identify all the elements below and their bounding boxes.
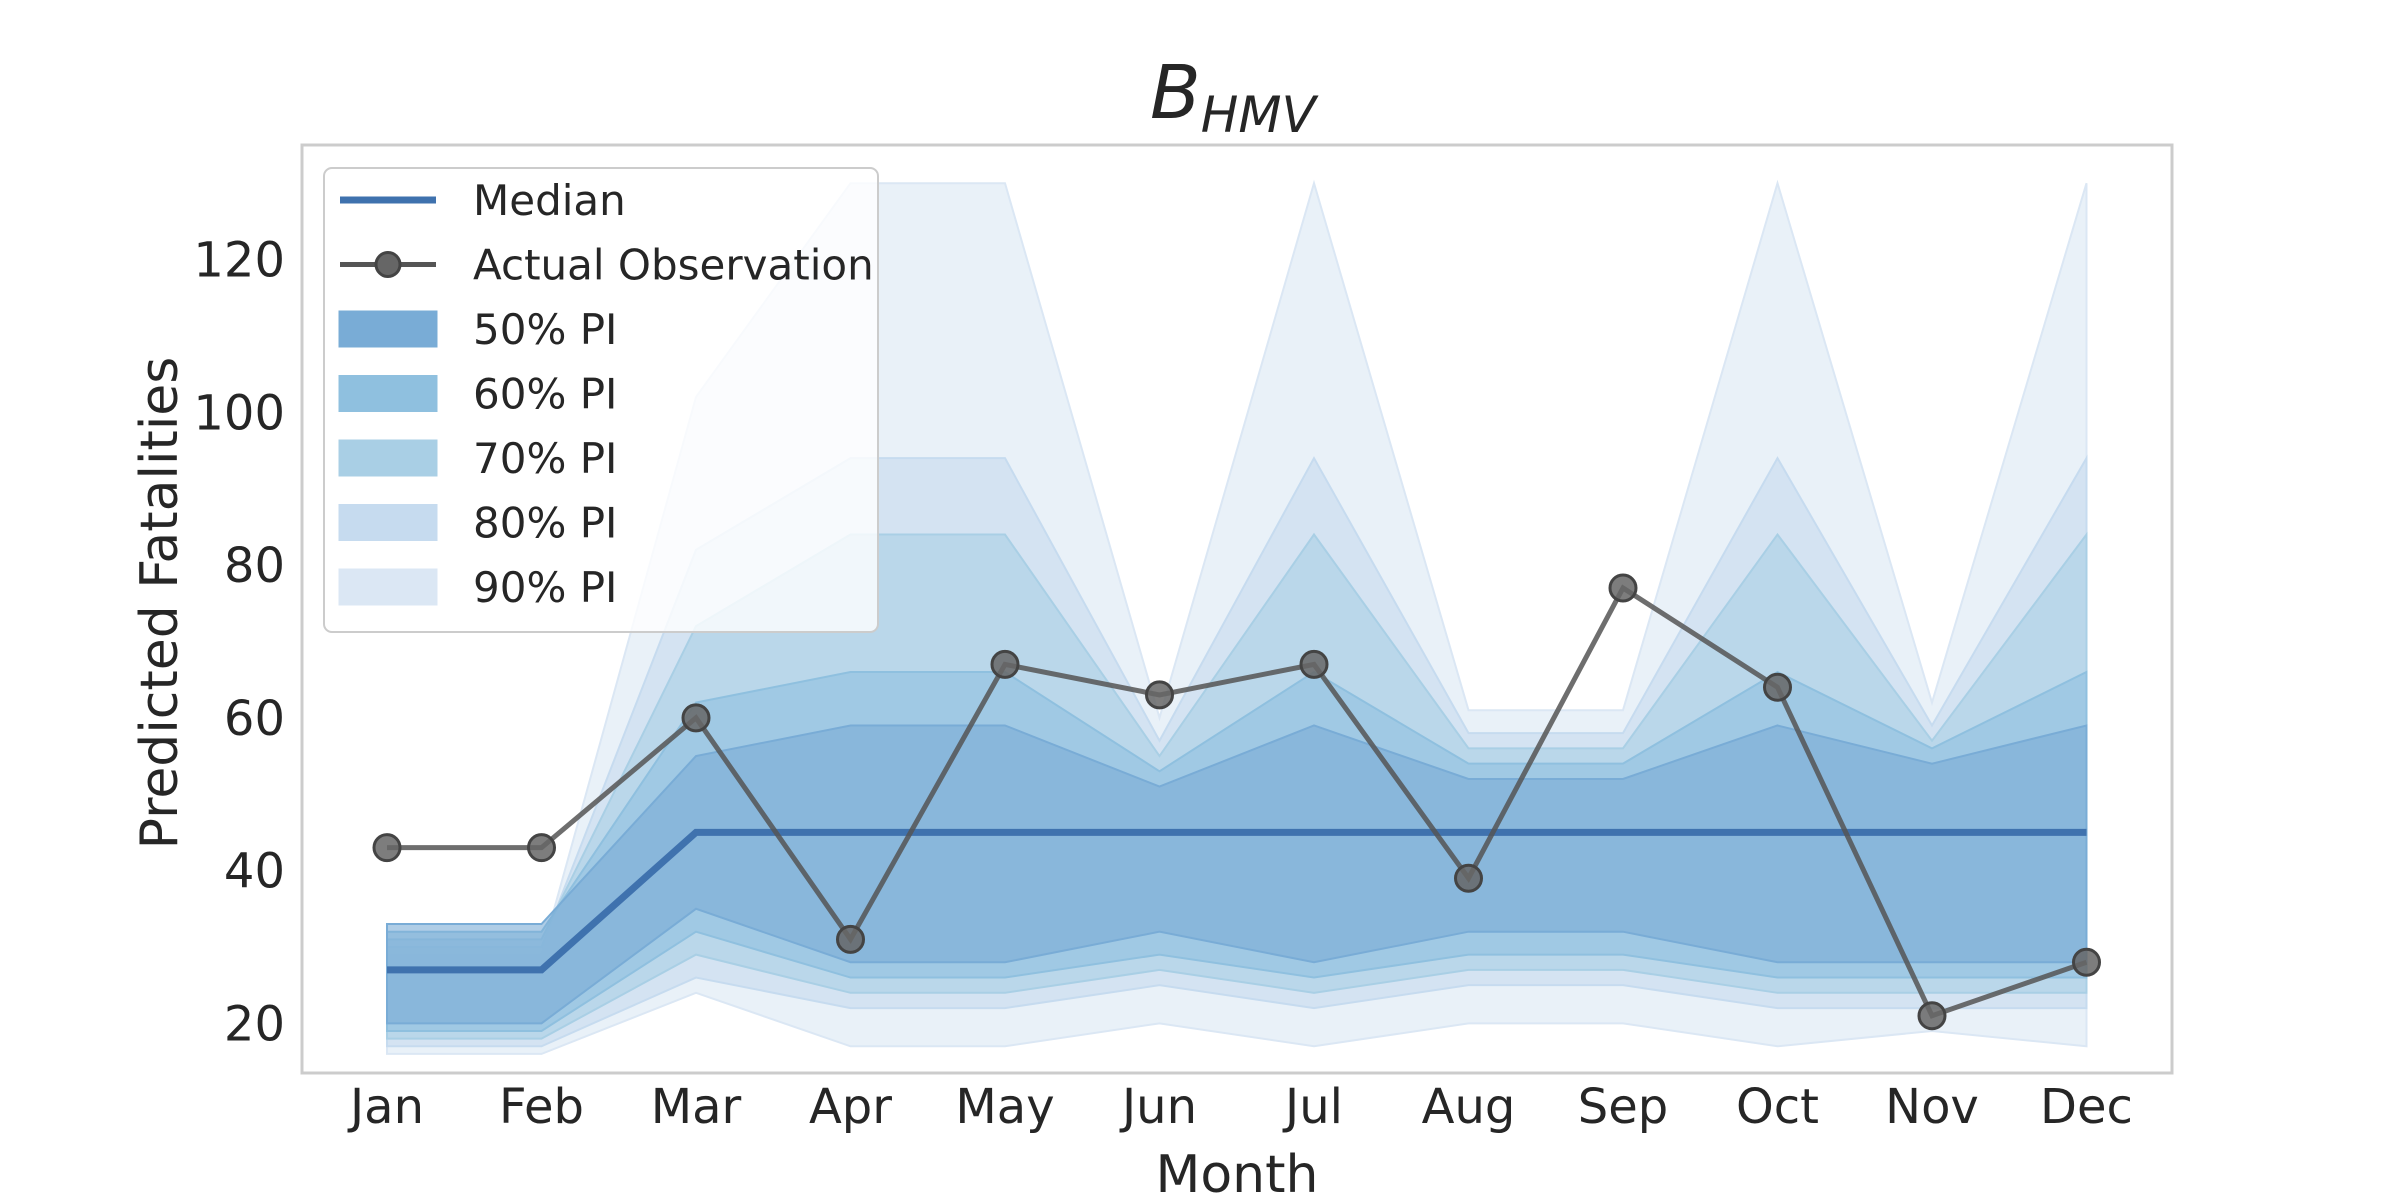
observation-line [387, 584, 2088, 1019]
y-tick-label: 40 [224, 844, 285, 900]
x-tick-label: Jun [1119, 1079, 1197, 1135]
observation-point-dec [2072, 947, 2101, 977]
chart-title-subscript: HMV [1201, 86, 1320, 144]
y-tick-label: 80 [224, 538, 285, 594]
observation-point-jan [372, 833, 402, 863]
x-tick-label: May [955, 1079, 1054, 1135]
x-tick-label: Oct [1736, 1079, 1819, 1135]
x-tick-label: Nov [1885, 1079, 1979, 1135]
legend-observation-marker [374, 251, 402, 278]
legend-label-90-pi: 90% PI [473, 563, 617, 612]
observation-point-feb [527, 833, 556, 863]
legend-label-50-pi: 50% PI [473, 305, 617, 354]
x-axis-label: Month [1156, 1145, 1319, 1200]
y-tick-label: 20 [224, 996, 285, 1052]
x-tick-label: Mar [651, 1079, 742, 1135]
observation-point-sep [1608, 573, 1638, 603]
legend-label-80-pi: 80% PI [473, 499, 617, 548]
legend-swatch-90-pi [338, 568, 438, 606]
x-tick-label: Apr [809, 1079, 892, 1135]
y-tick-label: 100 [193, 385, 285, 441]
x-axis-ticks: Jan Feb Mar Apr May Jun Jul Aug Sep Oct Nov Dec [347, 1079, 2133, 1135]
y-tick-label: 120 [193, 233, 285, 289]
chart-title-base: B [1150, 50, 1201, 136]
observation-point-oct [1763, 672, 1792, 702]
legend-swatch-70-pi [338, 439, 438, 477]
legend-label-70-pi: 70% PI [473, 434, 617, 483]
chart-title: BHMV [1150, 50, 1320, 144]
observation-point-apr [836, 924, 865, 954]
legend-observation-label: Actual Observation [473, 241, 874, 290]
observation-layer [372, 573, 2101, 1031]
legend-median-label: Median [473, 176, 626, 225]
y-tick-label: 60 [224, 691, 285, 747]
legend-swatch-60-pi [338, 375, 438, 412]
x-tick-label: Aug [1422, 1079, 1516, 1135]
legend: Median Actual Observation 50% PI 60% PI 70% … [323, 167, 879, 633]
plot-frame [300, 143, 2174, 1075]
x-tick-label: Dec [2040, 1079, 2133, 1135]
y-axis-label: Predicted Fatalities [130, 357, 190, 850]
observation-point-nov [1917, 1001, 1947, 1031]
observation-point-may [990, 649, 1020, 679]
observation-point-aug [1454, 863, 1483, 893]
legend-label-60-pi: 60% PI [473, 370, 617, 419]
x-tick-label: Jan [347, 1079, 424, 1135]
median-layer [387, 828, 2087, 974]
y-axis-ticks: 20 40 60 80 100 120 [193, 233, 285, 1053]
observation-point-jun [1145, 680, 1174, 710]
median-line [387, 828, 2087, 974]
observation-point-jul [1299, 649, 1329, 679]
observation-point-mar [681, 703, 711, 733]
legend-swatch-80-pi [338, 504, 438, 541]
x-tick-label: Feb [499, 1079, 584, 1135]
prediction-interval-bands [386, 179, 2088, 1055]
x-tick-label: Sep [1578, 1079, 1668, 1135]
legend-box [323, 167, 879, 633]
x-tick-label: Jul [1282, 1079, 1343, 1135]
legend-swatch-50-pi [338, 310, 438, 348]
